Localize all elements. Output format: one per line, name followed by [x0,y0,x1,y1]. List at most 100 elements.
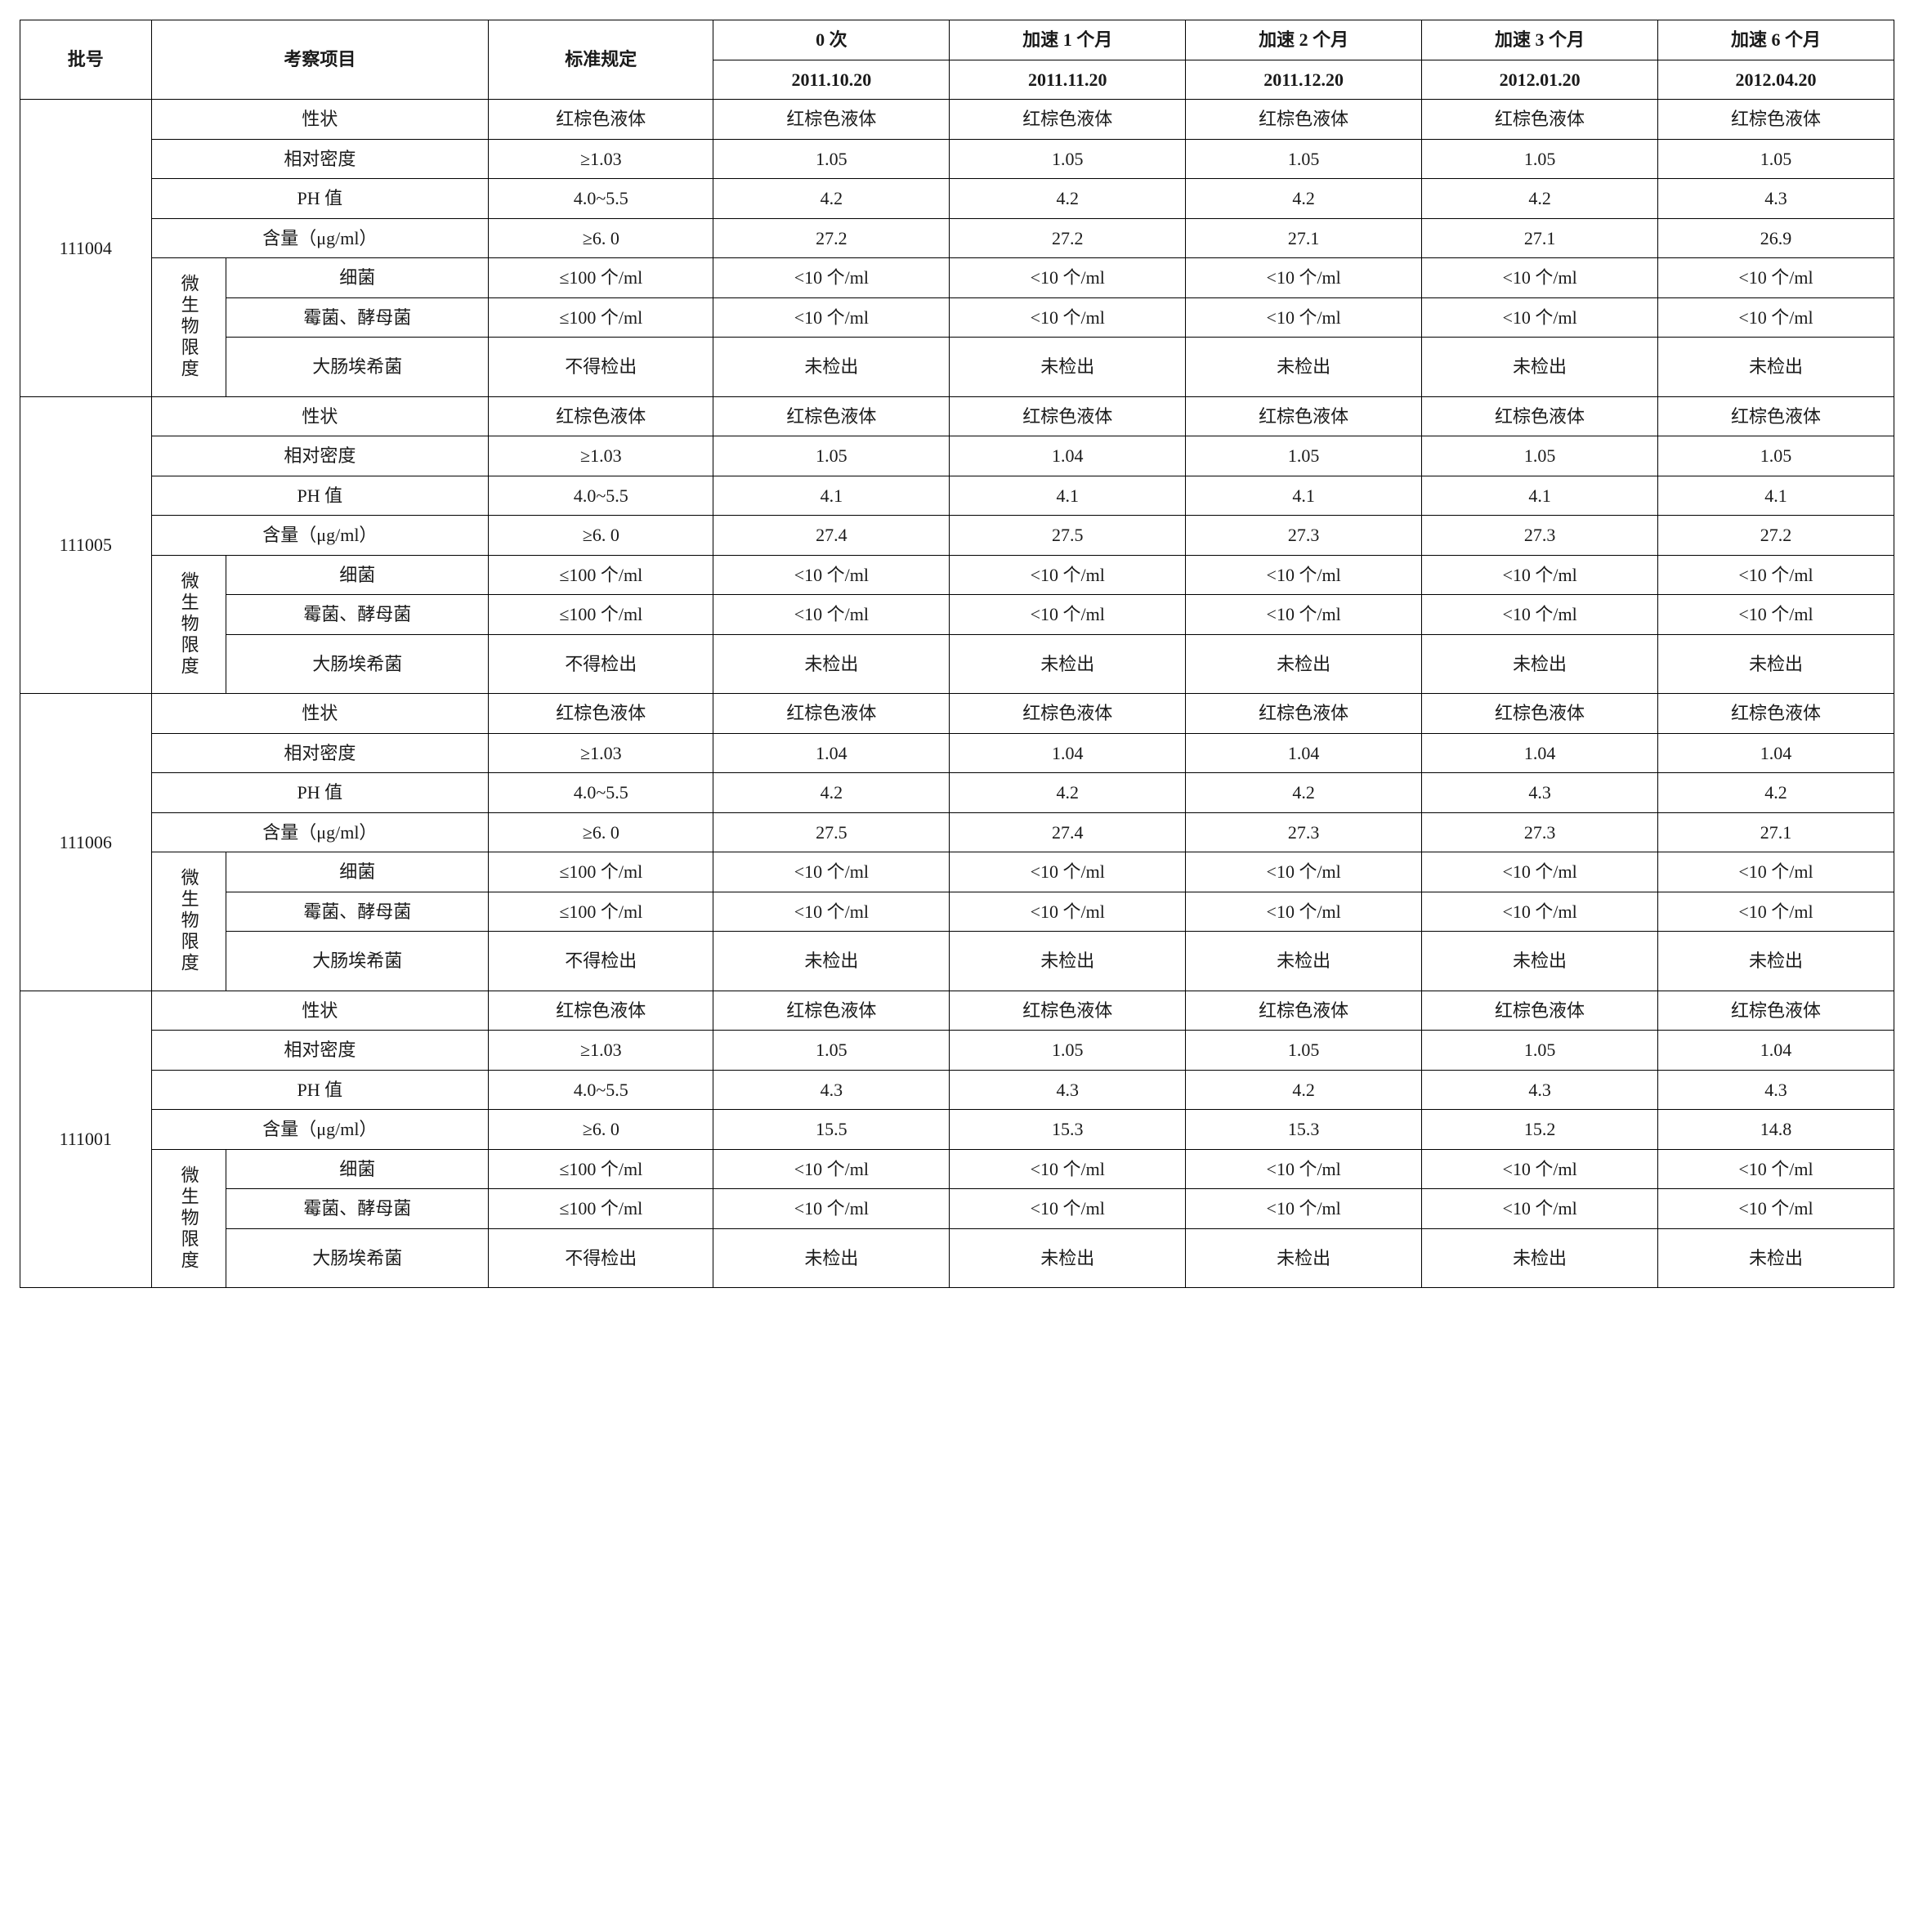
value-cell: 27.4 [713,516,950,556]
value-cell: 1.05 [1186,1031,1422,1071]
value-cell: 未检出 [713,634,950,694]
value-cell: <10 个/ml [1422,1189,1658,1229]
value-cell: 未检出 [1658,338,1894,397]
item-label: 相对密度 [151,436,489,476]
value-cell: 红棕色液体 [1186,100,1422,140]
table-row: 霉菌、酵母菌 ≤100 个/ml <10 个/ml <10 个/ml <10 个… [20,1189,1894,1229]
value-cell: 未检出 [1186,932,1422,991]
std-cell: 4.0~5.5 [489,773,713,813]
value-cell: 4.2 [1658,773,1894,813]
value-cell: 未检出 [1422,1228,1658,1288]
table-row: 微生物限度 细菌 ≤100 个/ml <10 个/ml <10 个/ml <10… [20,1149,1894,1189]
table-row: 111004 性状 红棕色液体 红棕色液体 红棕色液体 红棕色液体 红棕色液体 … [20,100,1894,140]
value-cell: 红棕色液体 [1422,694,1658,734]
item-label: 相对密度 [151,1031,489,1071]
value-cell: 15.3 [1186,1110,1422,1150]
table-row: PH 值 4.0~5.5 4.1 4.1 4.1 4.1 4.1 [20,476,1894,516]
value-cell: 红棕色液体 [1186,991,1422,1031]
value-cell: 1.04 [1658,1031,1894,1071]
std-cell: ≥1.03 [489,733,713,773]
value-cell: 未检出 [1658,1228,1894,1288]
micro-group-label: 微生物限度 [151,852,226,991]
table-row: 霉菌、酵母菌 ≤100 个/ml <10 个/ml <10 个/ml <10 个… [20,892,1894,932]
value-cell: <10 个/ml [713,258,950,298]
col-standard: 标准规定 [489,20,713,100]
value-cell: 红棕色液体 [1658,396,1894,436]
std-cell: ≥6. 0 [489,516,713,556]
value-cell: 未检出 [950,1228,1186,1288]
std-cell: 红棕色液体 [489,991,713,1031]
value-cell: <10 个/ml [950,1149,1186,1189]
table-row: 含量（μg/ml） ≥6. 0 27.4 27.5 27.3 27.3 27.2 [20,516,1894,556]
table-row: 大肠埃希菌 不得检出 未检出 未检出 未检出 未检出 未检出 [20,338,1894,397]
value-cell: 未检出 [950,338,1186,397]
value-cell: <10 个/ml [713,1149,950,1189]
value-cell: <10 个/ml [1658,258,1894,298]
value-cell: 27.2 [713,218,950,258]
value-cell: 27.2 [1658,516,1894,556]
value-cell: 15.5 [713,1110,950,1150]
value-cell: 红棕色液体 [950,396,1186,436]
std-cell: 不得检出 [489,1228,713,1288]
table-row: 含量（μg/ml） ≥6. 0 27.5 27.4 27.3 27.3 27.1 [20,812,1894,852]
item-label: 相对密度 [151,733,489,773]
value-cell: <10 个/ml [1186,1149,1422,1189]
micro-group-label: 微生物限度 [151,555,226,694]
value-cell: 4.1 [1186,476,1422,516]
value-cell: <10 个/ml [1186,892,1422,932]
value-cell: <10 个/ml [1422,1149,1658,1189]
item-label: PH 值 [151,773,489,813]
item-label: PH 值 [151,476,489,516]
value-cell: <10 个/ml [1658,297,1894,338]
value-cell: <10 个/ml [1186,1189,1422,1229]
value-cell: 4.3 [1422,773,1658,813]
value-cell: 4.2 [1422,179,1658,219]
lot-id: 111006 [20,694,152,991]
table-row: 微生物限度 细菌 ≤100 个/ml <10 个/ml <10 个/ml <10… [20,258,1894,298]
value-cell: <10 个/ml [1186,258,1422,298]
col-item: 考察项目 [151,20,489,100]
table-row: 111005 性状 红棕色液体 红棕色液体 红棕色液体 红棕色液体 红棕色液体 … [20,396,1894,436]
value-cell: 红棕色液体 [713,100,950,140]
value-cell: <10 个/ml [713,555,950,595]
value-cell: 未检出 [950,634,1186,694]
value-cell: 红棕色液体 [1658,991,1894,1031]
value-cell: 4.2 [950,773,1186,813]
value-cell: 4.2 [1186,1070,1422,1110]
item-label: 细菌 [226,258,489,298]
value-cell: 1.04 [713,733,950,773]
item-label: 含量（μg/ml） [151,218,489,258]
value-cell: 27.1 [1658,812,1894,852]
value-cell: 1.04 [950,733,1186,773]
value-cell: <10 个/ml [1658,1189,1894,1229]
std-cell: 4.0~5.5 [489,476,713,516]
table-row: 大肠埃希菌 不得检出 未检出 未检出 未检出 未检出 未检出 [20,932,1894,991]
value-cell: 1.05 [1422,1031,1658,1071]
item-label: 霉菌、酵母菌 [226,297,489,338]
table-row: 大肠埃希菌 不得检出 未检出 未检出 未检出 未检出 未检出 [20,1228,1894,1288]
value-cell: <10 个/ml [1422,595,1658,635]
std-cell: 红棕色液体 [489,100,713,140]
micro-group-label: 微生物限度 [151,1149,226,1288]
value-cell: 27.3 [1186,516,1422,556]
value-cell: 红棕色液体 [1658,694,1894,734]
value-cell: 未检出 [1422,338,1658,397]
table-row: 微生物限度 细菌 ≤100 个/ml <10 个/ml <10 个/ml <10… [20,555,1894,595]
value-cell: 27.4 [950,812,1186,852]
value-cell: 未检出 [713,932,950,991]
value-cell: 未检出 [713,1228,950,1288]
value-cell: 14.8 [1658,1110,1894,1150]
std-cell: ≥1.03 [489,1031,713,1071]
value-cell: <10 个/ml [713,852,950,892]
value-cell: <10 个/ml [950,555,1186,595]
value-cell: 1.05 [950,139,1186,179]
table-row: 相对密度 ≥1.03 1.04 1.04 1.04 1.04 1.04 [20,733,1894,773]
value-cell: <10 个/ml [950,595,1186,635]
item-label: 细菌 [226,555,489,595]
col-acc6: 加速 6 个月 [1658,20,1894,60]
table-row: PH 值 4.0~5.5 4.3 4.3 4.2 4.3 4.3 [20,1070,1894,1110]
std-cell: 不得检出 [489,634,713,694]
value-cell: 4.3 [950,1070,1186,1110]
value-cell: 未检出 [1186,1228,1422,1288]
table-row: 相对密度 ≥1.03 1.05 1.05 1.05 1.05 1.05 [20,139,1894,179]
